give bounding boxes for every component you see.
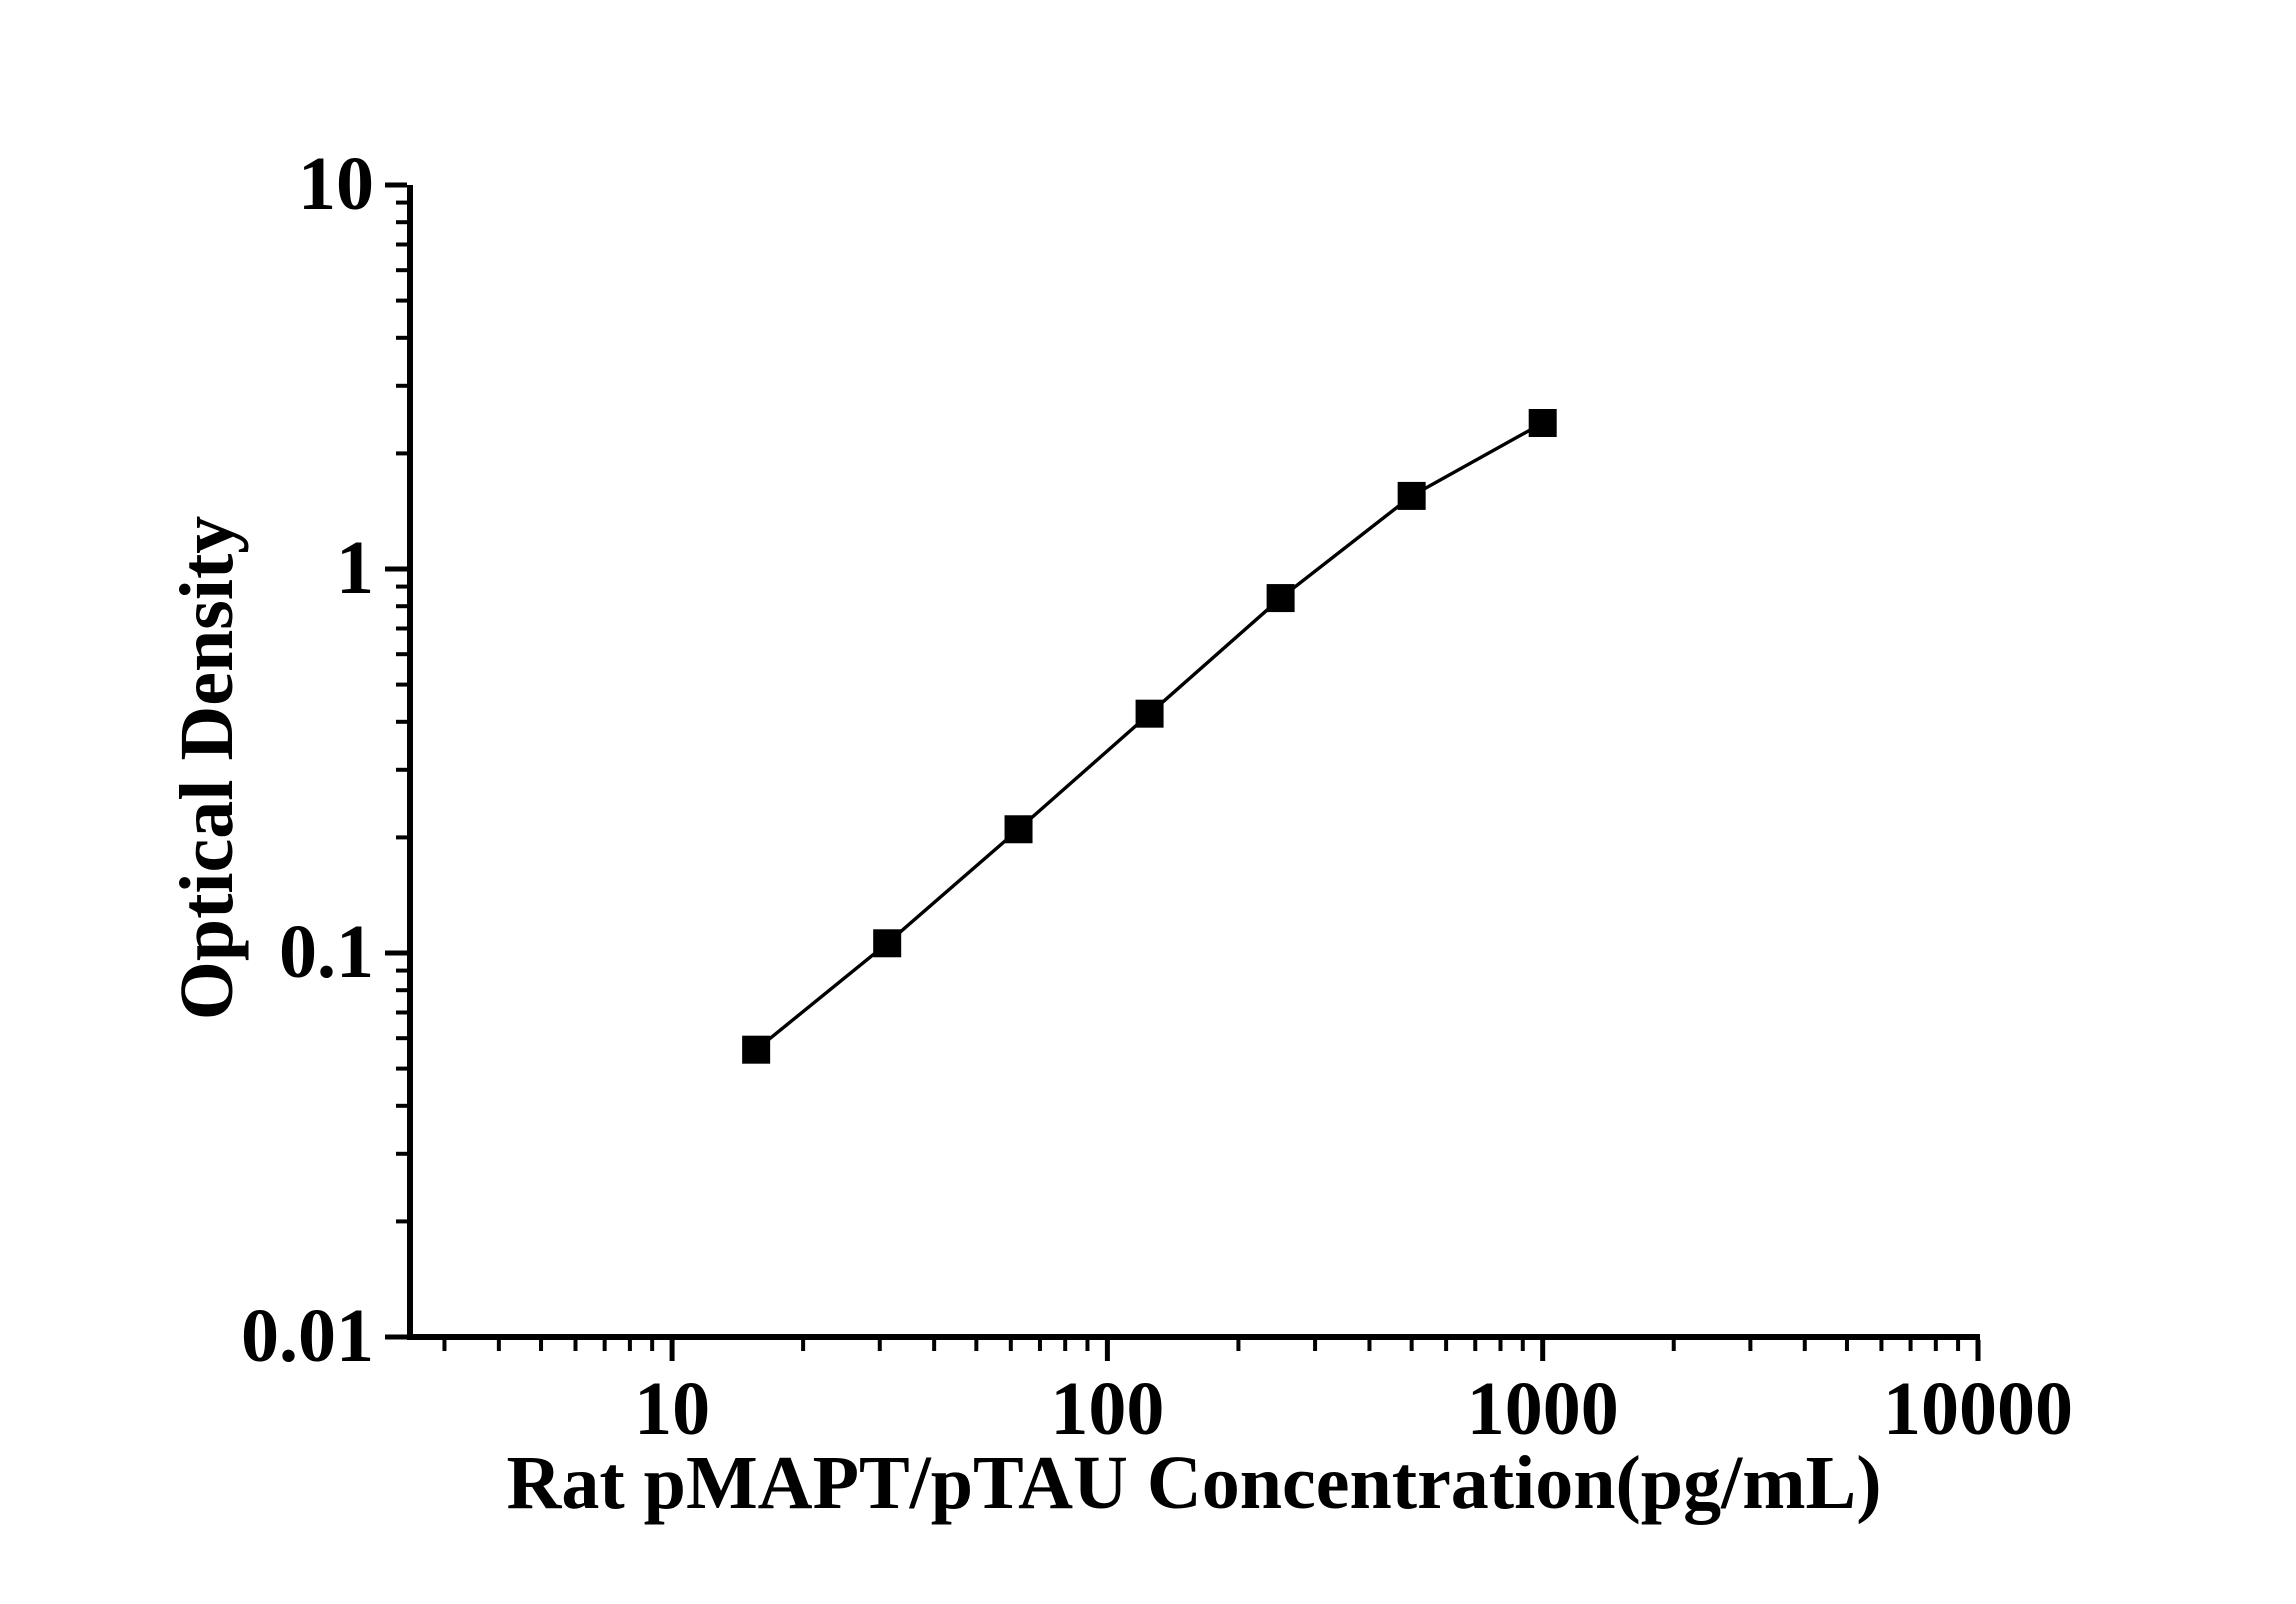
y-tick-label: 0.01 — [241, 1294, 374, 1378]
axes: 10 100 1000 10000 10 1 0.1 0.01 — [241, 142, 2073, 1451]
data-point-marker — [1266, 584, 1295, 613]
x-axis-title: Rat pMAPT/pTAU Concentration(pg/mL) — [506, 1441, 1881, 1525]
data-point-marker — [1528, 408, 1557, 437]
data-series — [742, 408, 1557, 1064]
data-point-marker — [1397, 481, 1426, 510]
y-tick-label: 10 — [298, 142, 374, 226]
data-point-marker — [742, 1035, 771, 1064]
data-point-marker — [873, 929, 902, 958]
x-tick-label: 1000 — [1467, 1367, 1619, 1451]
x-tick-label: 10000 — [1883, 1367, 2073, 1451]
x-tick-label: 100 — [1050, 1367, 1164, 1451]
data-point-marker — [1135, 699, 1164, 728]
x-tick-label: 10 — [634, 1367, 710, 1451]
y-tick-label: 1 — [336, 526, 374, 610]
y-tick-label: 0.1 — [279, 910, 374, 994]
y-axis-title: Optical Density — [165, 516, 249, 1021]
data-point-marker — [1004, 815, 1033, 844]
